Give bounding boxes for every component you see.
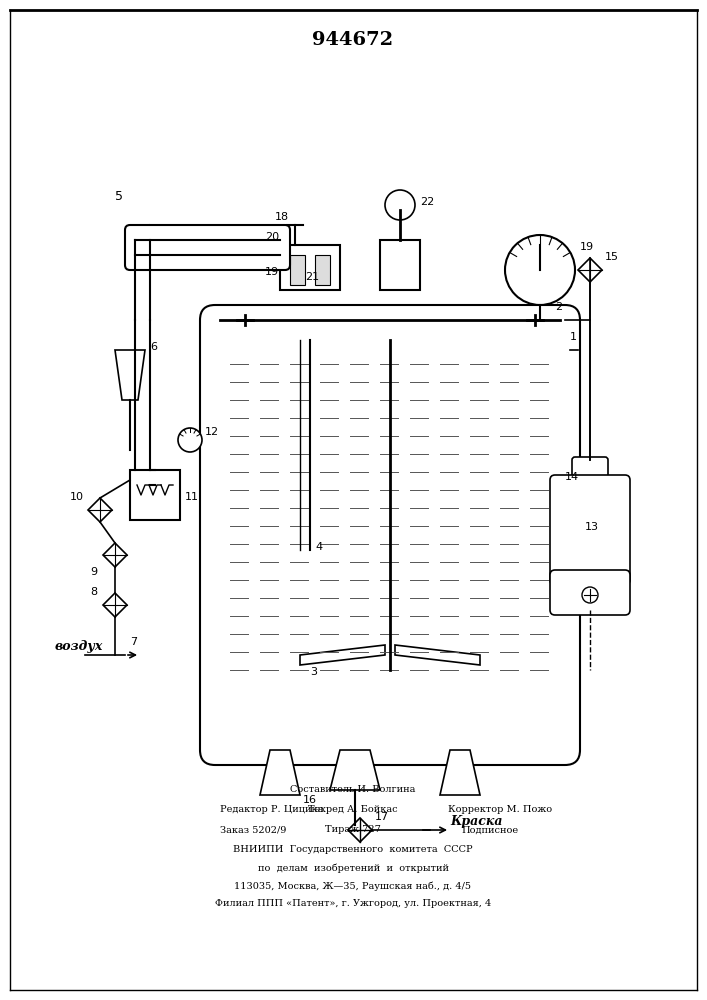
Circle shape — [582, 587, 598, 603]
Text: 22: 22 — [420, 197, 434, 207]
Text: Подписное: Подписное — [462, 826, 518, 834]
Circle shape — [505, 235, 575, 305]
FancyBboxPatch shape — [550, 475, 630, 585]
FancyBboxPatch shape — [572, 457, 608, 493]
Bar — [130, 470, 180, 520]
Bar — [315, 255, 330, 285]
Text: по  делам  изобретений  и  открытий: по делам изобретений и открытий — [257, 863, 448, 873]
Text: 21: 21 — [305, 272, 319, 282]
Text: 15: 15 — [605, 252, 619, 262]
Text: 19: 19 — [580, 242, 594, 252]
Text: 18: 18 — [275, 212, 289, 222]
Text: 20: 20 — [265, 232, 279, 242]
Text: 2: 2 — [555, 302, 562, 312]
Text: 8: 8 — [90, 587, 97, 597]
Polygon shape — [103, 593, 127, 617]
Text: 4: 4 — [315, 542, 322, 552]
Polygon shape — [348, 818, 372, 842]
FancyBboxPatch shape — [125, 225, 290, 270]
Circle shape — [385, 190, 415, 220]
Text: Корректор М. Пожо: Корректор М. Пожо — [448, 806, 552, 814]
FancyBboxPatch shape — [550, 570, 630, 615]
Polygon shape — [260, 750, 300, 795]
Text: 113035, Москва, Ж—35, Раушская наб., д. 4/5: 113035, Москва, Ж—35, Раушская наб., д. … — [235, 881, 472, 891]
Text: 9: 9 — [90, 567, 97, 577]
Text: Заказ 5202/9: Заказ 5202/9 — [220, 826, 286, 834]
Text: воздух: воздух — [55, 640, 103, 653]
Bar — [290, 255, 305, 285]
Text: ВНИИПИ  Государственного  комитета  СССР: ВНИИПИ Государственного комитета СССР — [233, 846, 473, 854]
Text: 12: 12 — [205, 427, 219, 437]
Text: 16: 16 — [303, 795, 317, 805]
Bar — [280, 245, 340, 290]
Polygon shape — [440, 750, 480, 795]
Text: 7: 7 — [130, 637, 137, 647]
FancyBboxPatch shape — [200, 305, 580, 765]
Text: 13: 13 — [585, 522, 599, 532]
Text: Техред А. Бойкас: Техред А. Бойкас — [308, 806, 398, 814]
Text: 944672: 944672 — [312, 31, 394, 49]
Text: Составитель И. Волгина: Составитель И. Волгина — [291, 786, 416, 794]
Polygon shape — [395, 645, 480, 665]
Text: 19: 19 — [265, 267, 279, 277]
Text: 11: 11 — [185, 492, 199, 502]
Bar — [380, 240, 420, 290]
Text: Краска: Краска — [450, 815, 503, 828]
Text: 10: 10 — [70, 492, 84, 502]
Polygon shape — [578, 258, 602, 282]
Text: 5: 5 — [115, 190, 123, 203]
Text: 3: 3 — [310, 667, 317, 677]
Text: 6: 6 — [150, 342, 157, 352]
Text: Тираж 727: Тираж 727 — [325, 826, 381, 834]
Text: 1: 1 — [570, 332, 577, 342]
Text: Филиал ППП «Патент», г. Ужгород, ул. Проектная, 4: Филиал ППП «Патент», г. Ужгород, ул. Про… — [215, 900, 491, 908]
Text: 17: 17 — [375, 812, 389, 822]
Circle shape — [178, 428, 202, 452]
Text: Редактор Р. Цицика: Редактор Р. Цицика — [220, 806, 323, 814]
Polygon shape — [330, 750, 380, 790]
Polygon shape — [300, 645, 385, 665]
Polygon shape — [103, 543, 127, 567]
Polygon shape — [88, 498, 112, 522]
Polygon shape — [115, 350, 145, 400]
Text: 14: 14 — [565, 472, 579, 482]
